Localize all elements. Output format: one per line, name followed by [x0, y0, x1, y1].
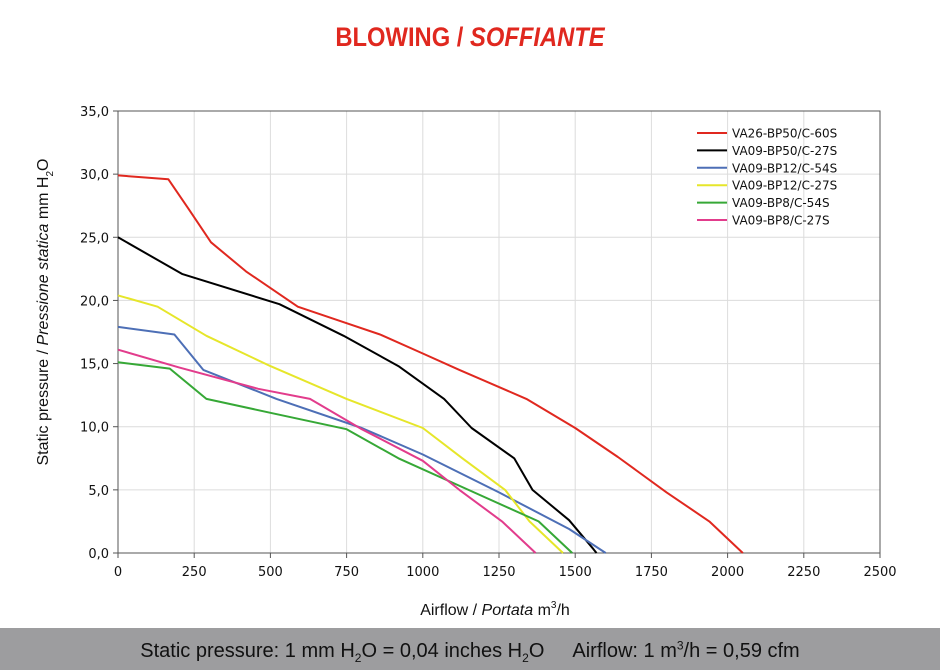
y-tick-labels: 0,0 5,0 10,0 15,0 20,0 25,0 30,0 35,0: [80, 105, 118, 562]
legend-label: VA09-BP8/C-27S: [732, 214, 830, 228]
y-tick-label: 10,0: [80, 421, 109, 436]
x-tick-label: 1750: [635, 565, 668, 580]
series-lines: [117, 174, 744, 554]
series-line: [117, 348, 537, 554]
y-tick-label: 5,0: [88, 484, 109, 499]
legend-label: VA09-BP50/C-27S: [732, 144, 837, 158]
series-line: [117, 236, 598, 554]
y-axis-label: Static pressure / Pressione statica mm H…: [35, 158, 56, 465]
y-tick-label: 0,0: [88, 547, 109, 562]
y-tick-label: 30,0: [80, 168, 109, 183]
x-axis-label: Airflow / Portata m3/h: [420, 600, 570, 619]
y-tick-label: 15,0: [80, 358, 109, 373]
legend-label: VA09-BP12/C-27S: [732, 179, 837, 193]
y-tick-label: 20,0: [80, 294, 109, 309]
x-tick-label: 250: [182, 565, 207, 580]
legend-label: VA09-BP8/C-54S: [732, 196, 830, 210]
title-english: BLOWING /: [335, 22, 470, 52]
y-tick-label: 25,0: [80, 231, 109, 246]
footer-text: Static pressure: 1 mm H2O = 0,04 inches …: [0, 638, 940, 665]
x-tick-label: 500: [258, 565, 283, 580]
line-chart: 0 250 500 750 1000 1250 1500 1750 2000 2250 2500 0…: [35, 105, 897, 619]
grid-lines: [117, 110, 881, 554]
legend: VA26-BP50/C-60S VA09-BP50/C-27S VA09-BP12/…: [697, 127, 837, 228]
x-tick-label: 2250: [787, 565, 820, 580]
series-line: [117, 174, 744, 554]
x-tick-label: 0: [114, 565, 122, 580]
series-line: [117, 361, 573, 554]
legend-label: VA09-BP12/C-54S: [732, 161, 837, 175]
pressure-conversion: Static pressure: 1 mm H2O = 0,04 inches …: [140, 639, 545, 665]
x-tick-labels: 0 250 500 750 1000 1250 1500 1750 2000 2250 2500: [114, 553, 897, 580]
legend-label: VA26-BP50/C-60S: [732, 127, 837, 141]
series-line: [117, 325, 607, 554]
series-line: [117, 294, 564, 554]
x-tick-label: 1250: [482, 565, 515, 580]
x-tick-label: 2000: [711, 565, 744, 580]
x-tick-label: 1500: [559, 565, 592, 580]
airflow-conversion: Airflow: 1 m3/h = 0,59 cfm: [572, 638, 800, 662]
title-italian: SOFFIANTE: [469, 22, 605, 52]
chart-title: BLOWING / SOFFIANTE: [56, 22, 883, 53]
y-tick-label: 35,0: [80, 105, 109, 120]
unit-conversion-footer: Static pressure: 1 mm H2O = 0,04 inches …: [0, 628, 940, 670]
x-tick-label: 1000: [406, 565, 439, 580]
x-tick-label: 750: [334, 565, 359, 580]
x-tick-label: 2500: [863, 565, 896, 580]
